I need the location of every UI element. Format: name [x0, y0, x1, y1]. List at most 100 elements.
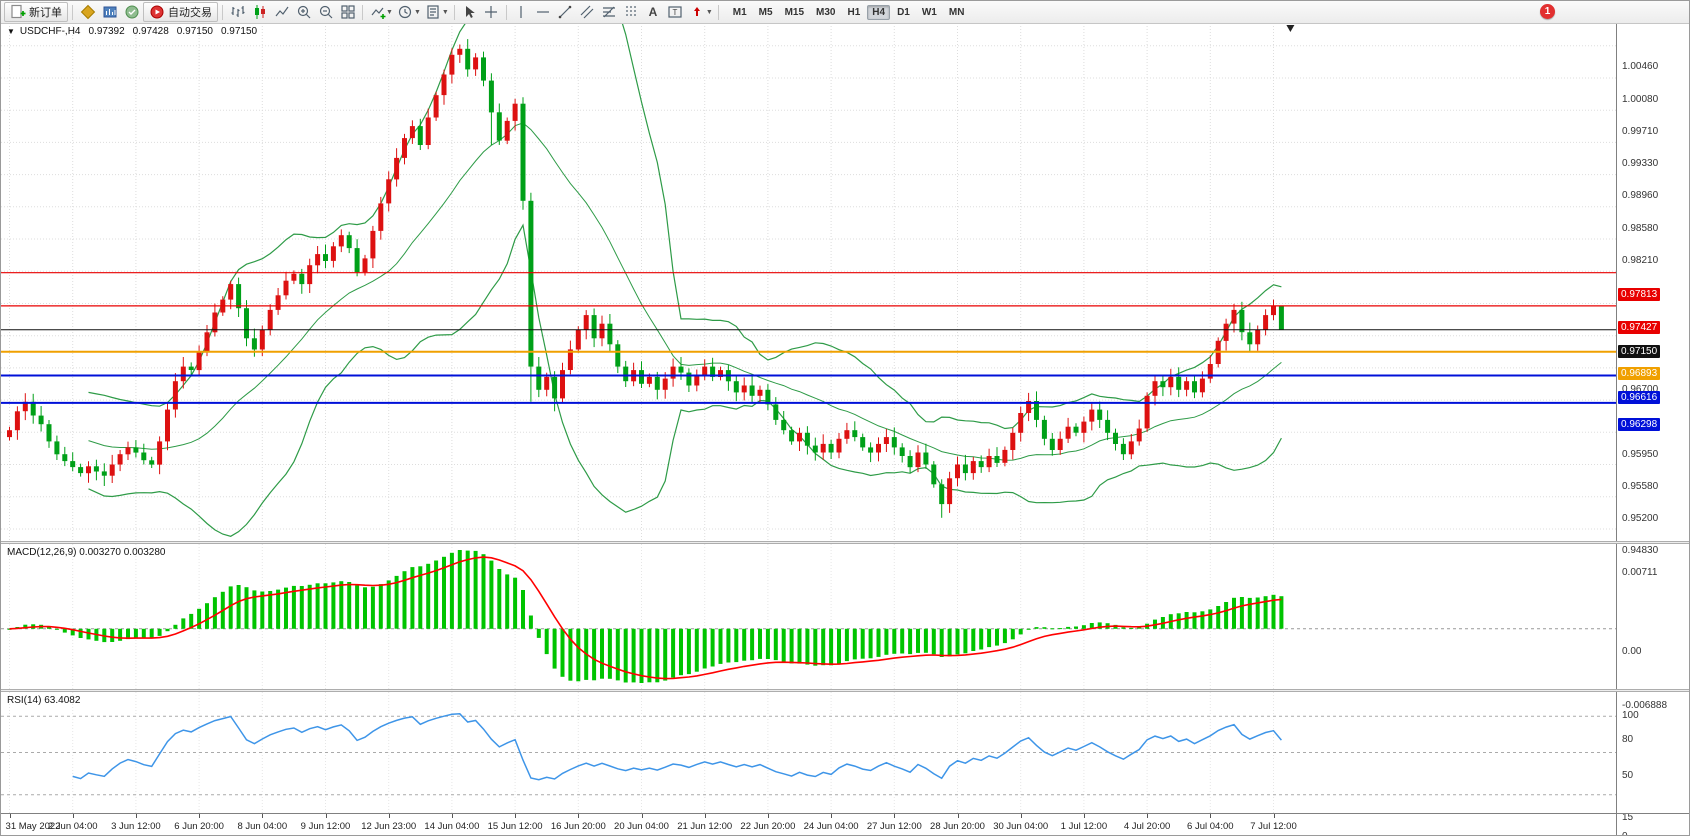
- market-watch-icon: [80, 4, 95, 20]
- date-label: 30 Jun 04:00: [993, 821, 1049, 832]
- fibonacci-button[interactable]: [599, 3, 620, 21]
- date-label: 12 Jun 23:00: [361, 821, 417, 832]
- arrows-button[interactable]: [687, 3, 708, 21]
- main-chart-panel[interactable]: ▼ USDCHF-,H4 0.97392 0.97428 0.97150 0.9…: [1, 23, 1619, 541]
- timeframe-m5-button[interactable]: M5: [758, 6, 773, 18]
- price-axis-label: 0.99330: [1622, 158, 1659, 170]
- quote-high: 0.97428: [132, 26, 169, 37]
- date-label: 1 Jul 12:00: [1060, 821, 1108, 832]
- dropdown-caret-icon[interactable]: ▼: [413, 8, 421, 16]
- templates-button[interactable]: [423, 3, 444, 21]
- date-label: 24 Jun 04:00: [803, 821, 859, 832]
- vertical-line-button[interactable]: [511, 3, 532, 21]
- rsi-axis-label: 0: [1622, 830, 1628, 836]
- new-order-button[interactable]: 新订单: [4, 2, 68, 22]
- dropdown-caret-icon[interactable]: ▼: [441, 8, 449, 16]
- timeframe-h4-button[interactable]: H4: [867, 4, 891, 20]
- text-label-icon: T: [668, 6, 682, 18]
- dropdown-caret-icon[interactable]: ▼: [386, 8, 393, 16]
- trendline-icon: [559, 5, 572, 19]
- horizontal-line-button[interactable]: [533, 3, 554, 21]
- new-order-icon: [11, 4, 26, 19]
- channel-button[interactable]: [577, 3, 598, 21]
- dropdown-caret-icon[interactable]: ▼: [705, 8, 713, 16]
- candlestick-chart[interactable]: [1, 23, 1619, 541]
- price-axis-label: 0.99710: [1622, 125, 1659, 137]
- candlestick-chart-icon: [254, 5, 265, 19]
- macd-title: MACD(12,26,9) 0.003270 0.003280: [7, 547, 166, 558]
- timeframe-d1-button[interactable]: D1: [897, 6, 910, 18]
- data-window-button[interactable]: [99, 3, 120, 21]
- panel-splitter[interactable]: [1, 689, 1689, 692]
- zoom-in-button[interactable]: [293, 3, 314, 21]
- time-axis-tick: [262, 814, 264, 818]
- svg-text:A: A: [649, 5, 658, 19]
- symbol-dropdown-icon[interactable]: ▼: [7, 27, 15, 36]
- time-axis-tick: [1147, 814, 1149, 818]
- date-label: 20 Jun 04:00: [614, 821, 669, 832]
- price-line-badge: 0.97813: [1618, 288, 1661, 302]
- time-axis-tick: [135, 814, 137, 818]
- quote-low: 0.97150: [176, 26, 213, 37]
- periods-icon: [399, 5, 412, 19]
- date-label: 28 Jun 20:00: [930, 821, 985, 832]
- zoom-out-button[interactable]: [315, 3, 336, 21]
- text-label-button[interactable]: T: [665, 3, 686, 21]
- quote-open: 0.97392: [88, 26, 125, 37]
- toolbar-separator: [72, 4, 73, 20]
- timeframe-m30-button[interactable]: M30: [816, 6, 836, 18]
- date-label: 27 Jun 12:00: [866, 821, 922, 832]
- macd-axis-label: 0.00711: [1622, 567, 1658, 578]
- timeframe-m1-button[interactable]: M1: [732, 6, 747, 18]
- text-button[interactable]: A: [643, 3, 664, 21]
- price-axis-label: 0.95950: [1622, 448, 1659, 460]
- time-axis-tick: [704, 814, 706, 818]
- rsi-title: RSI(14) 63.4082: [7, 695, 81, 706]
- navigator-button[interactable]: [121, 3, 142, 21]
- cursor-button[interactable]: [459, 3, 480, 21]
- indicators-button[interactable]: [367, 3, 388, 21]
- new-order-label: 新订单: [29, 7, 62, 19]
- bar-chart-button[interactable]: [227, 3, 248, 21]
- date-label: 8 Jun 04:00: [237, 821, 288, 832]
- time-axis[interactable]: 31 May 2022 2 Jun 04:00 3 Jun 12:00 6 Jun 2…: [1, 813, 1689, 835]
- tile-windows-button[interactable]: [337, 3, 358, 21]
- rsi-panel[interactable]: RSI(14) 63.4082: [1, 692, 1619, 813]
- time-axis-tick: [1020, 814, 1022, 818]
- price-axis-label: 0.96700: [1622, 384, 1659, 396]
- trendline-button[interactable]: [555, 3, 576, 21]
- panel-splitter[interactable]: [1, 541, 1689, 544]
- zoom-out-icon: [319, 5, 332, 19]
- timeframe-h1-button[interactable]: H1: [847, 6, 861, 18]
- periods-button[interactable]: [395, 3, 416, 21]
- timeframe-m15-button[interactable]: M15: [784, 6, 805, 18]
- date-label: 31 May 2022: [5, 821, 61, 832]
- macd-chart[interactable]: [1, 544, 1619, 689]
- candlestick-chart-button[interactable]: [249, 3, 270, 21]
- line-chart-button[interactable]: [271, 3, 292, 21]
- timeframe-w1-button[interactable]: W1: [921, 6, 937, 18]
- autotrading-icon: [150, 5, 164, 19]
- toolbar: 新订单 自动交易: [1, 1, 1689, 24]
- notification-badge[interactable]: 1: [1540, 4, 1555, 19]
- crosshair-button[interactable]: [481, 3, 502, 21]
- timeframe-mn-button[interactable]: MN: [948, 6, 965, 18]
- rsi-axis-label: 80: [1622, 733, 1634, 745]
- price-axis-label: 0.98580: [1622, 222, 1659, 234]
- macd-header: MACD(12,26,9) 0.003270 0.003280: [7, 547, 165, 558]
- cycle-lines-button[interactable]: [621, 3, 642, 21]
- tile-windows-icon: [340, 5, 355, 19]
- channel-icon: [580, 5, 594, 19]
- market-watch-button[interactable]: [77, 3, 98, 21]
- time-axis-tick: [957, 814, 959, 818]
- price-axis-label: 0.95200: [1622, 513, 1659, 525]
- time-axis-tick: [451, 814, 453, 818]
- macd-panel[interactable]: MACD(12,26,9) 0.003270 0.003280: [1, 544, 1619, 689]
- price-axis[interactable]: 0.97813 0.97427 0.97150 0.96893 0.96616 …: [1616, 23, 1689, 835]
- rsi-chart[interactable]: [1, 692, 1619, 813]
- autotrading-button[interactable]: 自动交易: [143, 2, 218, 22]
- time-axis-tick: [894, 814, 896, 818]
- templates-icon: [427, 5, 439, 19]
- fibonacci-icon: [603, 6, 616, 18]
- price-axis-label: 0.98210: [1622, 254, 1659, 266]
